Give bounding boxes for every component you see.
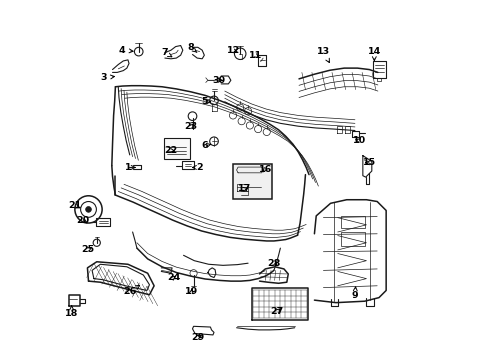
Text: 29: 29 xyxy=(191,333,204,342)
Text: 6: 6 xyxy=(201,141,210,150)
Text: 23: 23 xyxy=(184,122,197,131)
Text: 25: 25 xyxy=(81,246,94,255)
Text: 5: 5 xyxy=(201,97,210,106)
Circle shape xyxy=(85,207,91,212)
Text: 17: 17 xyxy=(237,184,251,193)
Text: 28: 28 xyxy=(266,259,280,268)
Text: 15: 15 xyxy=(362,158,375,167)
Text: 7: 7 xyxy=(161,48,171,57)
Text: 22: 22 xyxy=(164,146,177,155)
Text: 26: 26 xyxy=(123,285,140,296)
Text: 12: 12 xyxy=(226,46,240,55)
Bar xyxy=(340,216,364,228)
Text: 10: 10 xyxy=(352,136,365,145)
Bar xyxy=(340,232,364,246)
Text: 14: 14 xyxy=(367,47,380,60)
Text: 2: 2 xyxy=(192,163,203,172)
Text: 1: 1 xyxy=(124,163,135,172)
Text: 20: 20 xyxy=(76,216,89,225)
Text: 9: 9 xyxy=(351,287,358,300)
Text: 13: 13 xyxy=(316,47,329,63)
Text: 18: 18 xyxy=(65,306,78,318)
Text: 24: 24 xyxy=(166,273,180,282)
Text: 8: 8 xyxy=(187,43,197,53)
Bar xyxy=(163,138,189,159)
Text: 16: 16 xyxy=(258,165,271,174)
Text: 4: 4 xyxy=(118,46,133,55)
Text: 19: 19 xyxy=(184,287,198,296)
Text: 30: 30 xyxy=(212,76,224,85)
Text: 21: 21 xyxy=(68,201,81,210)
Text: 11: 11 xyxy=(248,51,262,60)
Bar xyxy=(233,163,272,199)
Text: 3: 3 xyxy=(101,73,114,82)
Text: 27: 27 xyxy=(269,307,283,316)
